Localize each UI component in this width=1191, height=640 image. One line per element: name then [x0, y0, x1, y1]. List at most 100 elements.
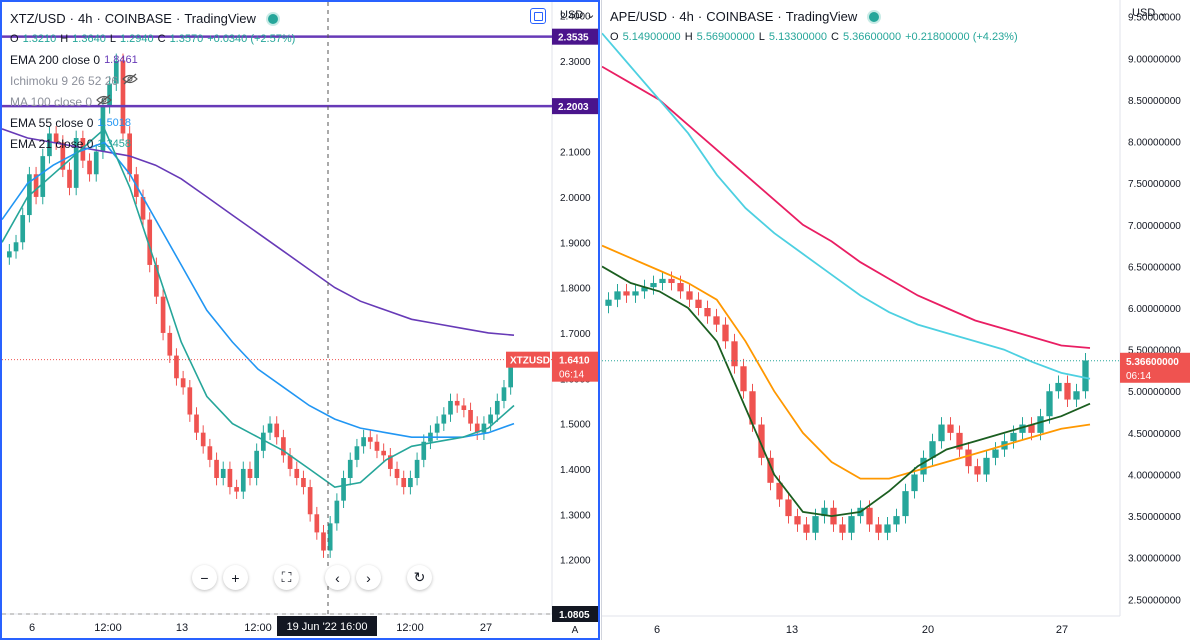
- candle-body: [347, 459, 353, 478]
- layout-sync-icon[interactable]: [530, 8, 546, 24]
- candle-body: [758, 424, 765, 458]
- candle-body: [983, 457, 990, 475]
- ape-chart-canvas[interactable]: 9.50000000 9.00000000 8.50000000 8.00000000…: [602, 0, 1191, 640]
- price-tick-label: 1.8000: [560, 284, 591, 295]
- indicator-row-ichimoku[interactable]: Ichimoku 9 26 52 26: [10, 71, 295, 92]
- open-value: 5.14900000: [622, 31, 681, 43]
- moving-average-line: [2, 141, 515, 439]
- time-tick-label: 20: [922, 624, 934, 636]
- open-key: O: [10, 33, 19, 45]
- candle-body: [53, 133, 59, 143]
- candle-body: [794, 516, 801, 525]
- price-tick-label: 5.50000000: [1128, 346, 1181, 357]
- candle-body: [659, 278, 666, 284]
- time-tick-label: 6: [29, 622, 35, 634]
- change-value: +0.0340 (+2.57%): [207, 33, 296, 45]
- zoom-out-button[interactable]: −: [192, 565, 217, 590]
- separator: ·: [69, 11, 74, 26]
- candle-body: [281, 437, 286, 456]
- separator: ·: [96, 11, 101, 26]
- candle-body: [508, 360, 513, 388]
- candle-body: [414, 459, 420, 478]
- candle-body: [180, 378, 186, 388]
- symbol-label[interactable]: XTZ/USD: [10, 11, 66, 26]
- eye-hidden-icon[interactable]: [96, 92, 112, 113]
- candle-body: [848, 516, 855, 533]
- auto-scale-button: A: [572, 625, 579, 636]
- candle-body: [20, 215, 26, 243]
- candle-body: [1082, 360, 1089, 392]
- price-tick-label: 9.50000000: [1128, 13, 1181, 24]
- xtz-ohlc: O 1.3210 H 1.3640 L 1.2940 C 1.3570 +0.0340 …: [10, 29, 295, 50]
- candle-body: [47, 133, 52, 157]
- candle-body: [704, 308, 711, 317]
- fullscreen-button[interactable]: ⛶: [274, 565, 299, 590]
- candle-body: [956, 432, 963, 450]
- candle-body: [113, 60, 119, 84]
- indicator-row-ema55[interactable]: EMA 55 close 0 1.5018: [10, 113, 295, 134]
- candle-body: [893, 516, 900, 525]
- time-tick-label: 12:00: [396, 622, 424, 634]
- candle-body: [965, 449, 972, 467]
- price-tick-label: 1.7000: [560, 329, 591, 340]
- candle-body: [408, 478, 413, 488]
- candle-body: [274, 423, 280, 438]
- currency-menu[interactable]: USD ⌄: [1132, 7, 1168, 19]
- candle-body: [740, 366, 747, 392]
- xtz-chart-canvas[interactable]: 2.40002.30002.20002.10002.00001.90001.80…: [2, 2, 598, 638]
- candle-body: [367, 437, 373, 442]
- scroll-right-button[interactable]: ›: [356, 565, 381, 590]
- candle-body: [100, 106, 106, 152]
- xtz-chart-pane[interactable]: 2.40002.30002.20002.10002.00001.90001.80…: [0, 0, 600, 640]
- candle-body: [73, 138, 79, 188]
- price-tick-label: 8.00000000: [1128, 138, 1181, 149]
- candle-body: [767, 457, 774, 483]
- candle-body: [614, 291, 621, 300]
- moving-average-line: [2, 127, 515, 488]
- currency-menu[interactable]: USD ⌄: [560, 9, 596, 21]
- interval-label[interactable]: 4h: [77, 11, 93, 26]
- time-tick-label: 13: [786, 624, 798, 636]
- candle-body: [327, 523, 333, 551]
- separator: ·: [697, 9, 703, 24]
- candle-body: [261, 432, 266, 451]
- candle-body: [902, 491, 909, 517]
- candle-body: [650, 283, 657, 288]
- symbol-price-tag: XTZUSD: [510, 356, 550, 367]
- indicator-label: EMA 55 close 0: [10, 116, 94, 130]
- zoom-in-button[interactable]: +: [223, 565, 248, 590]
- indicator-row-ma100[interactable]: MA 100 close 0: [10, 92, 295, 113]
- exchange-label: COINBASE: [104, 11, 172, 26]
- ape-chart-pane[interactable]: 9.50000000 9.00000000 8.50000000 8.00000000…: [601, 0, 1191, 640]
- candle-body: [1037, 416, 1044, 433]
- time-tick-label: 13: [176, 622, 188, 634]
- candle-body: [938, 424, 945, 442]
- low-key: L: [109, 33, 116, 45]
- candle-body: [713, 316, 720, 325]
- candle-body: [488, 414, 493, 424]
- price-tick-label: 1.5000: [560, 420, 591, 431]
- candle-body: [93, 151, 99, 175]
- indicator-row-ema200[interactable]: EMA 200 close 0 1.8461: [10, 50, 295, 71]
- indicator-row-ema21[interactable]: EMA 21 close 0 1.3458: [10, 134, 295, 155]
- candle-body: [866, 507, 873, 525]
- interval-label[interactable]: 4h: [679, 9, 694, 24]
- indicator-label: EMA 200 close 0: [10, 53, 101, 67]
- market-status-icon: [265, 11, 280, 26]
- symbol-label[interactable]: APE/USD: [610, 9, 668, 24]
- low-key: L: [758, 31, 765, 43]
- candle-body: [695, 299, 702, 308]
- candle-body: [307, 487, 313, 515]
- reset-chart-button[interactable]: ↻: [407, 565, 432, 590]
- eye-hidden-icon[interactable]: [122, 71, 138, 92]
- candle-body: [749, 391, 756, 425]
- provider-label: TradingView: [785, 9, 858, 24]
- low-value: 1.2940: [119, 33, 154, 45]
- crosshair-time-label: 19 Jun '22 16:00: [286, 621, 367, 633]
- price-tick-label: 2.3000: [560, 57, 591, 68]
- price-tag-bg: [1120, 352, 1190, 383]
- separator: ·: [175, 11, 181, 26]
- scroll-left-button[interactable]: ‹: [325, 565, 350, 590]
- open-value: 1.3210: [22, 33, 57, 45]
- candle-body: [1046, 391, 1053, 417]
